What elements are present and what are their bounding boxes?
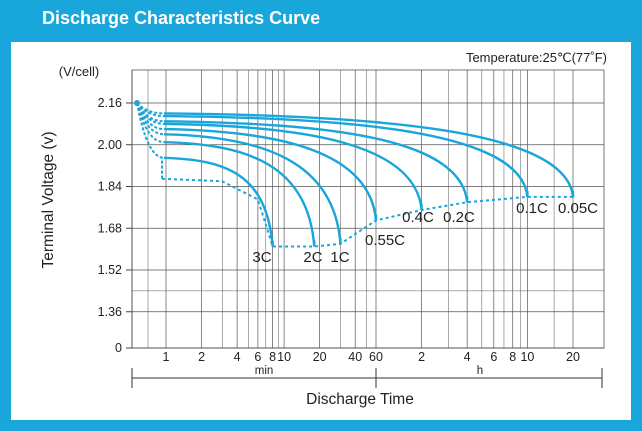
series-line (163, 156, 274, 247)
x-tick-label-min: 10 (277, 350, 291, 364)
y-tick-label: 1.68 (98, 221, 122, 235)
x-tick-label-h: 6 (490, 350, 497, 364)
y-tick-label: 2.16 (98, 96, 122, 110)
series-line (163, 122, 423, 211)
plot-border (131, 69, 605, 349)
chart-title: Discharge Characteristics Curve (42, 8, 321, 28)
x-tick-label-min: 20 (313, 350, 327, 364)
y-tick-label: 1.84 (98, 180, 122, 194)
series-initial-dash (136, 102, 165, 123)
x-unit-h: h (477, 365, 483, 377)
x-axis-title: Discharge Time (306, 391, 414, 408)
y-tick-label: 1.52 (98, 263, 122, 277)
series-label: 1C (330, 249, 349, 266)
x-unit-min: min (255, 365, 274, 377)
series-label: 0.05C (558, 200, 598, 217)
series-initial-dash (136, 102, 165, 159)
x-tick-label-h: 10 (520, 350, 534, 364)
x-tick-label-min: 2 (198, 350, 205, 364)
series-label: 0.4C (402, 209, 434, 226)
series-initial-dash (136, 102, 165, 136)
x-tick-label-h: 4 (464, 350, 471, 364)
series-label: 2C (303, 249, 322, 266)
curve-layer (134, 100, 575, 248)
series-label: 0.55C (365, 232, 405, 249)
x-tick-label-min: 1 (163, 350, 170, 364)
y-tick-label: 2.00 (98, 138, 122, 152)
end-voltage-envelope (161, 177, 573, 248)
series-line (163, 127, 378, 221)
series-initial-dash (136, 102, 165, 131)
series-label: 0.1C (516, 200, 548, 217)
x-tick-label-h: 2 (418, 350, 425, 364)
y-tick-label: 0 (115, 341, 122, 355)
x-tick-label-min: 40 (348, 350, 362, 364)
x-tick-label-min: 6 (254, 350, 261, 364)
series-label: 0.2C (443, 209, 475, 226)
x-tick-label-min: 4 (234, 350, 241, 364)
series-line (163, 133, 342, 244)
y-tick-label: 1.36 (98, 305, 122, 319)
series-label: 3C (252, 249, 271, 266)
series-line (163, 112, 575, 198)
y-unit-label: (V/cell) (59, 64, 99, 79)
series-initial-dash (136, 102, 165, 115)
series-line (163, 114, 529, 198)
series-line (163, 140, 316, 247)
x-tick-label-min: 60 (369, 350, 383, 364)
temperature-note: Temperature:25℃(77˚F) (466, 50, 607, 65)
x-tick-label-h: 8 (509, 350, 516, 364)
y-axis-title: Terminal Voltage (v) (40, 132, 57, 269)
series-line (163, 120, 469, 203)
x-tick-label-min: 8 (269, 350, 276, 364)
x-tick-label-h: 20 (566, 350, 580, 364)
